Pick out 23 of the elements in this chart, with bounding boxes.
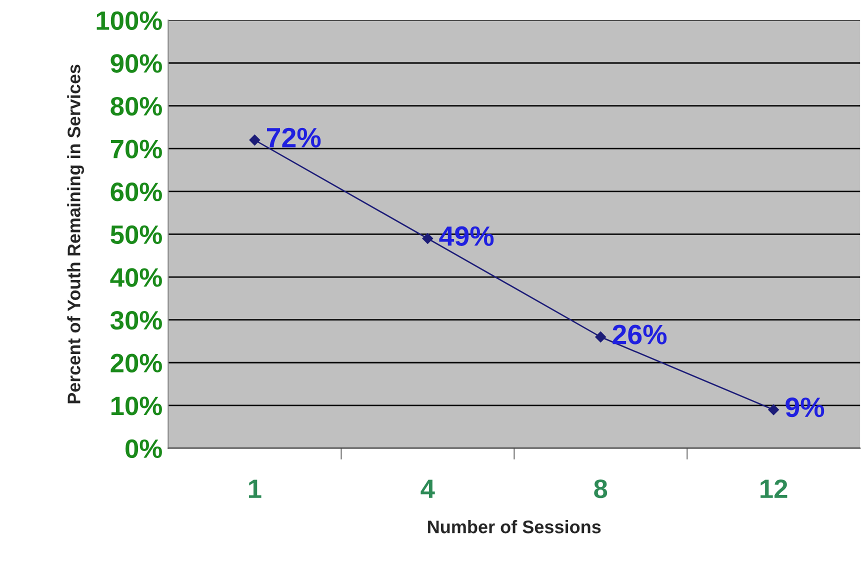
- x-tick-label: 12: [760, 479, 788, 498]
- point: [768, 404, 780, 416]
- x-tick-label: 1: [249, 480, 262, 498]
- y-tick-label: 20%: [110, 354, 162, 372]
- data-label: 26%: [612, 324, 667, 344]
- point: [422, 233, 434, 244]
- y-tick-label: 60%: [110, 182, 162, 202]
- y-tick-label: 80%: [110, 96, 162, 116]
- y-tick-label: 90%: [110, 54, 162, 73]
- x-tick-label: 4: [420, 480, 435, 498]
- y-tick-label: 100%: [96, 11, 162, 30]
- data-label: 72%: [266, 128, 321, 148]
- y-tick-label: 0%: [126, 439, 162, 458]
- y-tick-label: 40%: [110, 268, 162, 287]
- point: [595, 332, 606, 342]
- y-axis-title: Percent of Youth Remaining in Services: [67, 64, 84, 404]
- x-tick-label: 8: [594, 479, 608, 498]
- y-tick-label: 70%: [110, 140, 162, 158]
- point: [249, 134, 260, 146]
- y-tick-label: 30%: [110, 310, 162, 330]
- x-axis-title: Number of Sessions: [428, 520, 601, 534]
- y-tick-label: 50%: [110, 225, 162, 244]
- y-tick-label: 10%: [111, 396, 162, 416]
